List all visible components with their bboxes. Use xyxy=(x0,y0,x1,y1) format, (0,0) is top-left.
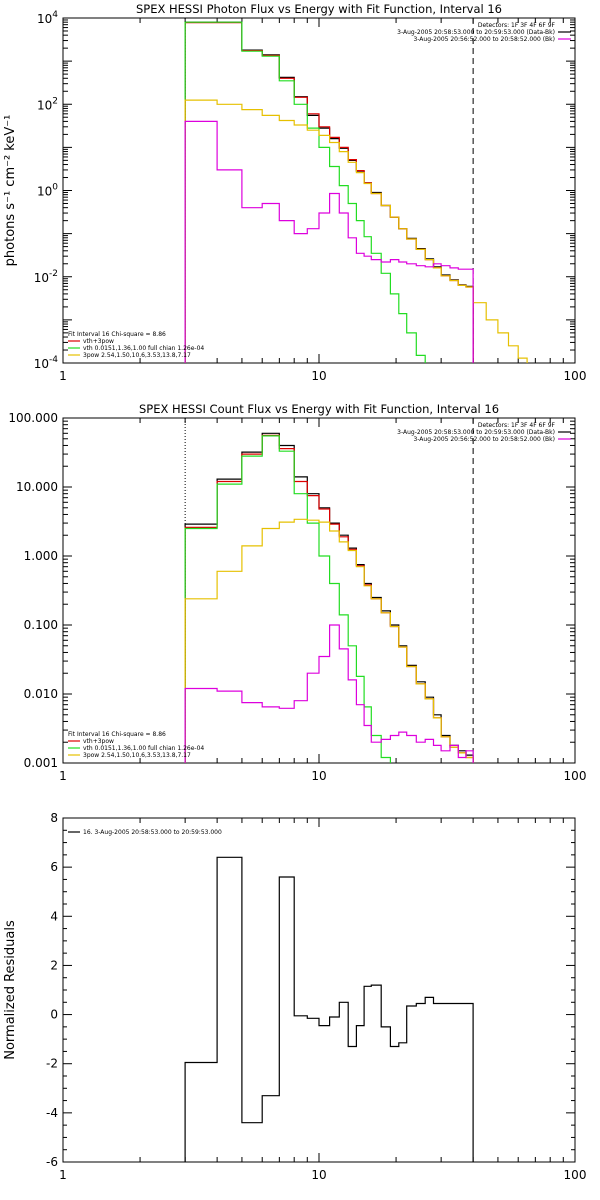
x-tick-label: 100 xyxy=(564,1168,587,1182)
legend-entry: 3-Aug-2005 20:58:53.000 to 20:59:53.000 … xyxy=(397,29,555,36)
legend-entry: 3pow 2.54,1.50,10.6,3.53,13.8,7.17 xyxy=(83,352,191,359)
y-tick-label: 10.000 xyxy=(16,480,58,494)
legend-entry: Fit Interval 16 Chi-square = 8.86 xyxy=(68,731,166,738)
legend-entry: vth+3pow xyxy=(83,338,114,345)
y-tick-label: 0 xyxy=(50,1008,58,1022)
x-tick-label: 10 xyxy=(311,369,326,383)
y-tick-label: 104 xyxy=(37,10,58,26)
y-tick-label: 4 xyxy=(50,909,58,923)
y-tick-label: -2 xyxy=(46,1057,58,1071)
x-tick-label: 100 xyxy=(564,769,587,783)
chart-title: SPEX HESSI Photon Flux vs Energy with Fi… xyxy=(136,2,502,16)
y-tick-label: 100 xyxy=(37,183,58,199)
y-tick-label: -6 xyxy=(46,1155,58,1169)
y-tick-label: 0.010 xyxy=(24,687,58,701)
series-line-16-3-aug-2005-20-58-53-000-to-20-59-53-000 xyxy=(184,856,474,1162)
chart-title: SPEX HESSI Count Flux vs Energy with Fit… xyxy=(139,402,499,416)
y-tick-label: 2 xyxy=(50,958,58,972)
series-line-data-minus-bk xyxy=(184,432,474,763)
plot-frame xyxy=(62,417,576,764)
legend-entry: vth 0.0151,1.36,1.00 full chian 1.26e-04 xyxy=(83,745,204,752)
x-tick-label: 10 xyxy=(311,769,326,783)
residuals-chart: 1 10 100 -6 -4 -2 0 2 4 6 8 Normalized Residuals 16.… xyxy=(3,811,587,1182)
series-line-3pow xyxy=(184,99,528,363)
y-axis-label: photons s⁻¹ cm⁻² keV⁻¹ xyxy=(3,115,18,267)
y-tick-label: 0.100 xyxy=(24,618,58,632)
legend-entry: 3pow 2.54,1.50,10.6,3.53,13.8,7.17 xyxy=(83,752,191,759)
y-tick-label: 6 xyxy=(50,860,58,874)
y-tick-label: 10-2 xyxy=(34,269,58,285)
legend-entry: Fit Interval 16 Chi-square = 8.86 xyxy=(68,331,166,338)
legend-entry: vth 0.0151,1.36,1.00 full chian 1.26e-04 xyxy=(83,345,204,352)
x-tick-label: 10 xyxy=(311,1168,326,1182)
series-line-vth-3pow xyxy=(184,434,474,763)
plot-frame xyxy=(62,17,576,364)
series-line-vth xyxy=(184,21,426,363)
x-tick-label: 1 xyxy=(59,769,67,783)
y-tick-label: 0.001 xyxy=(24,756,58,770)
legend-entry: 3-Aug-2005 20:56:52.000 to 20:58:52.000 … xyxy=(413,436,555,443)
legend-entry: 3-Aug-2005 20:58:53.000 to 20:59:53.000 … xyxy=(397,429,555,436)
legend-entry: Detectors: 1F 3F 4F 6F 9F xyxy=(478,22,556,29)
count-flux-chart: SPEX HESSI Count Flux vs Energy with Fit… xyxy=(8,402,587,783)
legend-entry: Detectors: 1F 3F 4F 6F 9F xyxy=(478,422,556,429)
y-axis-label: Normalized Residuals xyxy=(3,920,18,1060)
series-line-bk xyxy=(184,624,474,763)
series-line-3pow xyxy=(184,518,474,763)
series-line-vth xyxy=(184,435,391,763)
y-tick-label: 1.000 xyxy=(24,549,58,563)
legend-entry: vth+3pow xyxy=(83,738,114,745)
x-tick-label: 1 xyxy=(59,1168,67,1182)
y-tick-label: -4 xyxy=(46,1106,58,1120)
legend-entry: 16. 3-Aug-2005 20:58:53.000 to 20:59:53.… xyxy=(83,829,222,836)
x-tick-label: 100 xyxy=(564,369,587,383)
y-tick-label: 100.000 xyxy=(8,411,58,425)
y-tick-label: 8 xyxy=(50,811,58,825)
plot-frame xyxy=(62,817,576,1163)
y-tick-label: 102 xyxy=(37,96,58,112)
photon-flux-chart: SPEX HESSI Photon Flux vs Energy with Fi… xyxy=(3,2,587,383)
x-tick-label: 1 xyxy=(59,369,67,383)
series-line-bk xyxy=(184,120,474,363)
y-tick-label: 10-4 xyxy=(34,355,59,371)
legend-entry: 3-Aug-2005 20:56:52.000 to 20:58:52.000 … xyxy=(413,36,555,43)
